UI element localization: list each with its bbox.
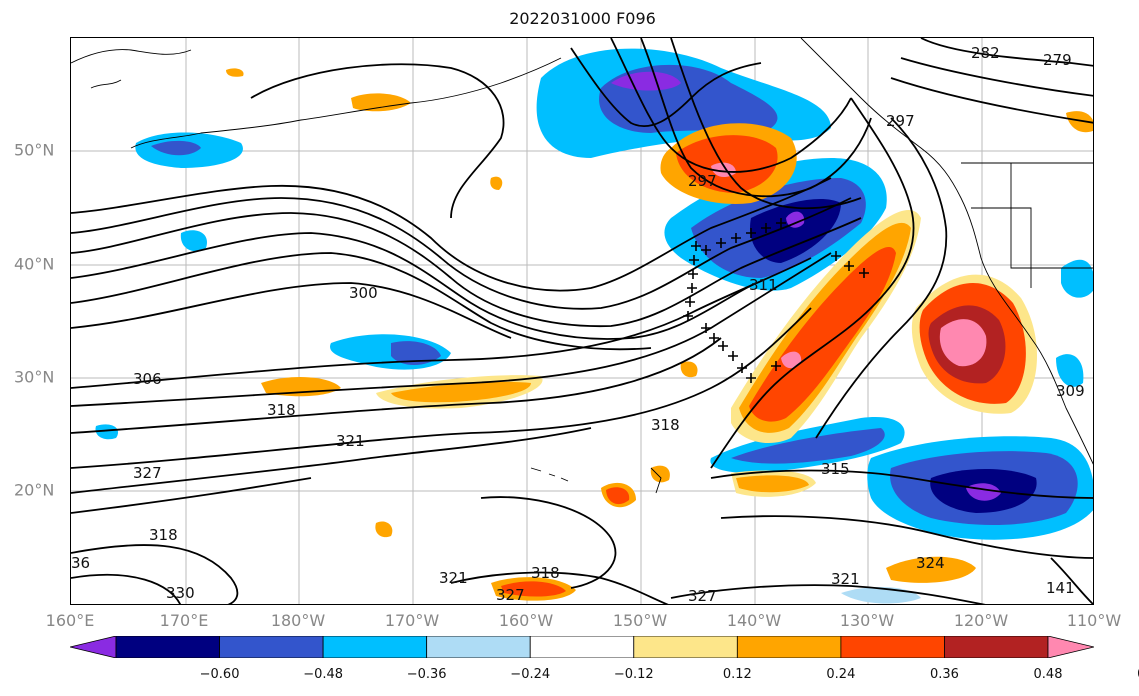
weather-map: 282 279 297 297 300 306 318 321 327 318 … [71, 38, 1093, 605]
contour-label: 327 [133, 464, 162, 482]
colorbar-segment [944, 636, 1049, 658]
colorbar-tick-label: 0.24 [826, 667, 856, 682]
colorbar-segment [115, 636, 220, 658]
plus-markers [683, 218, 869, 383]
contour-label: 327 [688, 587, 717, 605]
colorbar-tick-label: 0.36 [929, 667, 959, 682]
contour-label: 297 [688, 172, 717, 190]
colorbar-min-extension [70, 636, 117, 658]
contour-label: 324 [916, 554, 945, 572]
colorbar-segment [840, 636, 945, 658]
colorbar-tick-label: −0.24 [510, 667, 551, 682]
colorbar-segment [736, 636, 842, 658]
longitude-label: 160°E [45, 611, 95, 630]
colorbar-tick-label: 0.12 [722, 667, 752, 682]
contour-label: 297 [886, 112, 915, 130]
latitude-label: 30°N [14, 367, 55, 387]
longitude-label: 160°W [498, 611, 554, 630]
latitude-label: 20°N [14, 480, 55, 500]
contour-label: 327 [496, 586, 525, 604]
contour-labels: 282 279 297 297 300 306 318 321 327 318 … [71, 44, 1085, 605]
contour-label: 282 [971, 44, 1000, 62]
longitude-label: 120°W [953, 611, 1009, 630]
contour-label: 321 [439, 569, 468, 587]
colorbar-segment [219, 636, 324, 658]
colorbar-tick-label: 0.48 [1033, 667, 1063, 682]
colorbar-segment [529, 636, 635, 658]
colorbar-tick-label: −0.12 [613, 667, 654, 682]
height-contours [71, 38, 1093, 604]
longitude-label: 110°W [1066, 611, 1122, 630]
colorbar-tick-label: −0.60 [199, 667, 240, 682]
contour-label: 318 [651, 416, 680, 434]
map-title: 2022031000 F096 [509, 9, 656, 28]
contour-label: 318 [531, 564, 560, 582]
colorbar-tick-label: −0.48 [303, 667, 344, 682]
contour-label: 318 [267, 401, 296, 419]
longitude-label: 130°W [839, 611, 895, 630]
contour-label: 309 [1056, 382, 1085, 400]
longitude-label: 140°W [726, 611, 782, 630]
colorbar-tick-label: 0.60 [1137, 667, 1139, 682]
latitude-label: 40°N [14, 254, 55, 274]
colorbar-tick-label: −0.36 [406, 667, 447, 682]
contour-label: 315 [821, 460, 850, 478]
longitude-label: 170°W [384, 611, 440, 630]
colorbar [70, 636, 1094, 658]
coastlines [71, 38, 1093, 494]
contour-label: 311 [749, 276, 778, 294]
contour-label: 36 [71, 554, 90, 572]
contour-label: 321 [336, 432, 365, 450]
longitude-label: 170°E [159, 611, 209, 630]
colorbar-segment [633, 636, 738, 658]
longitude-label: 180°W [270, 611, 326, 630]
colorbar-segment [322, 636, 428, 658]
contour-label: 321 [831, 570, 860, 588]
contour-label: 330 [166, 584, 195, 602]
positive-shading [226, 68, 1093, 601]
longitude-label: 150°W [612, 611, 668, 630]
contour-label: 279 [1043, 51, 1072, 69]
contour-label: 300 [349, 284, 378, 302]
contour-label: 141 [1046, 579, 1075, 597]
contour-label: 318 [149, 526, 178, 544]
contour-label: 306 [133, 370, 162, 388]
map-panel[interactable]: 282 279 297 297 300 306 318 321 327 318 … [70, 37, 1094, 605]
colorbar-max-extension [1047, 636, 1094, 658]
colorbar-segment [426, 636, 531, 658]
latitude-label: 50°N [14, 140, 55, 160]
